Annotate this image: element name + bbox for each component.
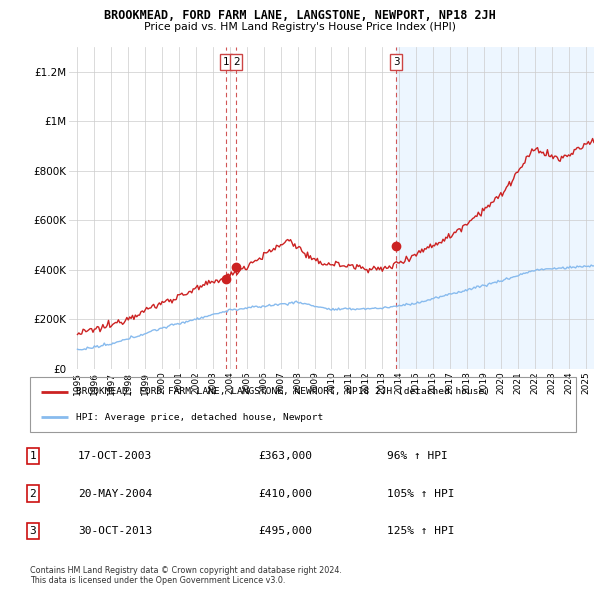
Text: 3: 3 <box>393 57 400 67</box>
Text: This data is licensed under the Open Government Licence v3.0.: This data is licensed under the Open Gov… <box>30 576 286 585</box>
Text: 96% ↑ HPI: 96% ↑ HPI <box>387 451 448 461</box>
Text: £495,000: £495,000 <box>258 526 312 536</box>
Text: 2: 2 <box>29 489 37 499</box>
Text: 30-OCT-2013: 30-OCT-2013 <box>78 526 152 536</box>
Text: 2: 2 <box>233 57 239 67</box>
Text: HPI: Average price, detached house, Newport: HPI: Average price, detached house, Newp… <box>76 412 323 422</box>
Text: 1: 1 <box>223 57 230 67</box>
Text: BROOKMEAD, FORD FARM LANE, LANGSTONE, NEWPORT, NP18 2JH: BROOKMEAD, FORD FARM LANE, LANGSTONE, NE… <box>104 9 496 22</box>
Text: 3: 3 <box>29 526 37 536</box>
Text: 1: 1 <box>29 451 37 461</box>
Bar <box>397 47 600 369</box>
Text: 105% ↑ HPI: 105% ↑ HPI <box>387 489 455 499</box>
Text: 125% ↑ HPI: 125% ↑ HPI <box>387 526 455 536</box>
Text: 20-MAY-2004: 20-MAY-2004 <box>78 489 152 499</box>
Text: Contains HM Land Registry data © Crown copyright and database right 2024.: Contains HM Land Registry data © Crown c… <box>30 566 342 575</box>
Text: £363,000: £363,000 <box>258 451 312 461</box>
Text: BROOKMEAD, FORD FARM LANE, LANGSTONE, NEWPORT, NP18 2JH (detached house): BROOKMEAD, FORD FARM LANE, LANGSTONE, NE… <box>76 387 490 396</box>
Text: £410,000: £410,000 <box>258 489 312 499</box>
Text: Price paid vs. HM Land Registry's House Price Index (HPI): Price paid vs. HM Land Registry's House … <box>144 22 456 32</box>
Text: 17-OCT-2003: 17-OCT-2003 <box>78 451 152 461</box>
